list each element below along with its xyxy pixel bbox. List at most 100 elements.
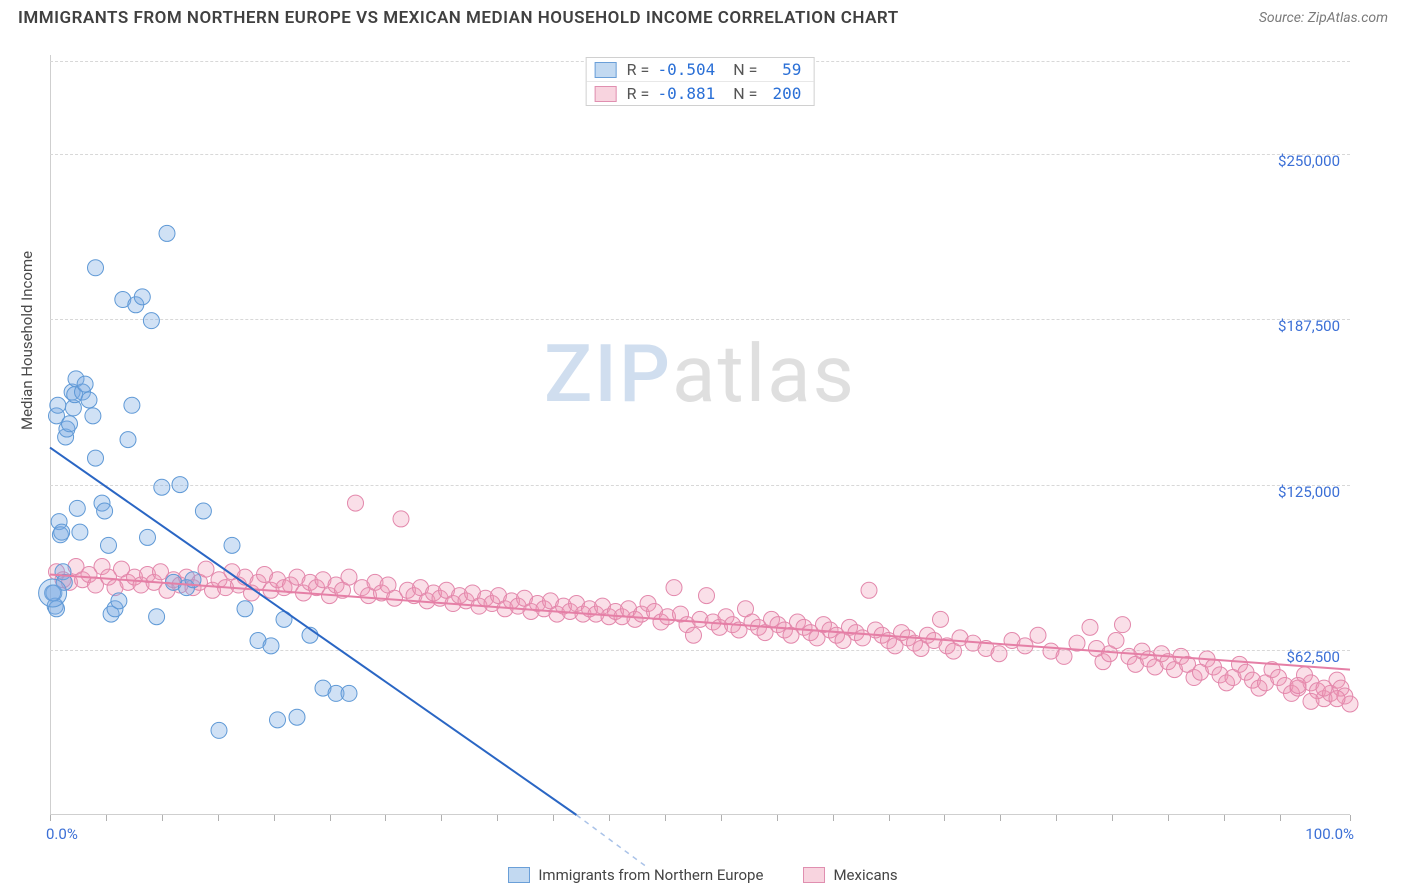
x-tick — [330, 815, 331, 821]
stat-n-label: N = — [725, 84, 757, 103]
x-tick — [665, 815, 666, 821]
scatter-point — [263, 638, 279, 654]
scatter-point — [1316, 680, 1332, 696]
x-tick — [889, 815, 890, 821]
scatter-point — [348, 495, 364, 511]
scatter-point — [224, 537, 240, 553]
scatter-point — [88, 450, 104, 466]
x-tick — [777, 815, 778, 821]
scatter-svg — [50, 55, 1350, 815]
scatter-point — [85, 408, 101, 424]
scatter-point — [1030, 627, 1046, 643]
x-tick — [1350, 815, 1351, 821]
scatter-point — [933, 611, 949, 627]
stat-r-value: -0.504 — [655, 60, 715, 79]
x-tick — [50, 815, 51, 821]
scatter-point — [1329, 691, 1345, 707]
x-tick — [274, 815, 275, 821]
stat-n-label: N = — [725, 60, 757, 79]
x-max-label: 100.0% — [1305, 825, 1354, 843]
scatter-point — [991, 646, 1007, 662]
scatter-point — [666, 580, 682, 596]
x-tick — [553, 815, 554, 821]
x-tick — [609, 815, 610, 821]
trend-line — [577, 815, 649, 868]
legend-bottom: Immigrants from Northern Europe Mexicans — [0, 866, 1406, 884]
chart-plot-area: ZIPatlas R =-0.504 N =59R =-0.881 N =200… — [50, 55, 1350, 815]
scatter-point — [120, 432, 136, 448]
scatter-point — [211, 722, 227, 738]
scatter-point — [341, 569, 357, 585]
scatter-point — [172, 477, 188, 493]
scatter-point — [861, 582, 877, 598]
stats-swatch — [595, 86, 617, 102]
x-tick — [385, 815, 386, 821]
stat-r-label: R = — [627, 84, 650, 103]
scatter-point — [111, 593, 127, 609]
scatter-point — [1082, 619, 1098, 635]
scatter-point — [159, 225, 175, 241]
scatter-point — [97, 503, 113, 519]
y-axis-label: Median Household Income — [18, 251, 36, 430]
scatter-point — [154, 479, 170, 495]
trend-line — [50, 574, 1350, 669]
x-tick — [218, 815, 219, 821]
trend-line — [50, 448, 577, 815]
x-tick — [1280, 815, 1281, 821]
x-tick — [497, 815, 498, 821]
x-tick — [106, 815, 107, 821]
x-tick — [1168, 815, 1169, 821]
scatter-point — [140, 529, 156, 545]
stats-swatch — [595, 62, 617, 78]
x-min-label: 0.0% — [46, 825, 78, 843]
x-tick — [721, 815, 722, 821]
scatter-point — [1115, 617, 1131, 633]
scatter-point — [1290, 677, 1306, 693]
scatter-point — [1056, 648, 1072, 664]
chart-title: IMMIGRANTS FROM NORTHERN EUROPE VS MEXIC… — [18, 8, 899, 28]
scatter-point — [62, 416, 78, 432]
scatter-point — [72, 524, 88, 540]
x-tick — [1112, 815, 1113, 821]
scatter-point — [143, 313, 159, 329]
x-tick — [1056, 815, 1057, 821]
source-name: ZipAtlas.com — [1308, 10, 1388, 26]
scatter-point — [1108, 633, 1124, 649]
legend-label: Immigrants from Northern Europe — [538, 866, 763, 884]
stat-r-value: -0.881 — [655, 84, 715, 103]
scatter-point — [341, 685, 357, 701]
scatter-point — [270, 712, 286, 728]
source-label: Source: — [1259, 10, 1308, 26]
legend-item: Immigrants from Northern Europe — [508, 866, 763, 884]
scatter-point — [1303, 693, 1319, 709]
scatter-point — [69, 500, 85, 516]
x-tick — [833, 815, 834, 821]
scatter-point — [88, 260, 104, 276]
scatter-point — [77, 376, 93, 392]
scatter-point — [195, 503, 211, 519]
stat-n-value: 59 — [763, 60, 801, 79]
scatter-point — [686, 627, 702, 643]
stat-r-label: R = — [627, 60, 650, 79]
scatter-point — [149, 609, 165, 625]
legend-swatch — [803, 867, 825, 883]
legend-swatch — [508, 867, 530, 883]
stats-row: R = -0.504 N = 59 — [587, 58, 814, 81]
legend-item: Mexicans — [803, 866, 897, 884]
scatter-point — [393, 511, 409, 527]
scatter-point — [50, 397, 66, 413]
scatter-point — [198, 561, 214, 577]
scatter-point — [289, 709, 305, 725]
x-tick — [944, 815, 945, 821]
scatter-point — [699, 588, 715, 604]
scatter-point — [134, 289, 150, 305]
stats-box: R =-0.504 N =59R =-0.881 N =200 — [586, 57, 815, 106]
stats-row: R =-0.881 N =200 — [587, 81, 814, 105]
scatter-point — [124, 397, 140, 413]
x-tick — [1000, 815, 1001, 821]
scatter-point — [54, 524, 70, 540]
x-tick — [162, 815, 163, 821]
x-tick — [1224, 815, 1225, 821]
scatter-point — [101, 537, 117, 553]
legend-label: Mexicans — [833, 866, 897, 884]
